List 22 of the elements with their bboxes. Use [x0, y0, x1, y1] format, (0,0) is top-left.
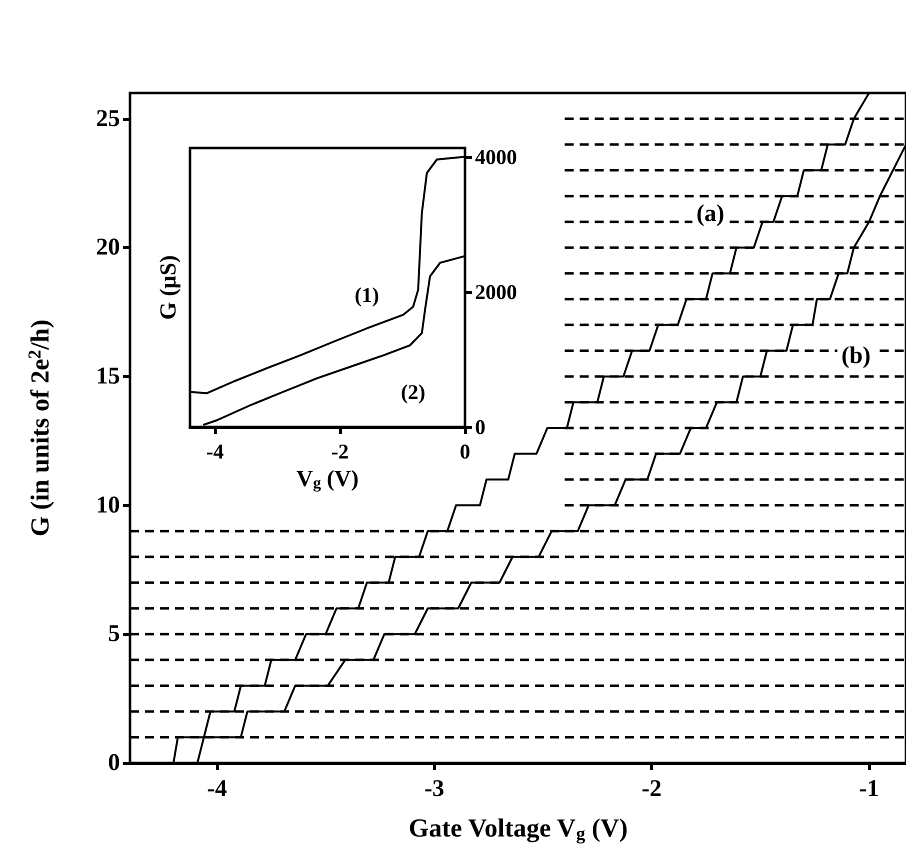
x-tick-label: -2	[331, 440, 349, 464]
y-tick-label: 25	[96, 106, 120, 132]
annotation: (1)	[354, 282, 380, 307]
x-tick-label: 0	[460, 440, 470, 464]
x-tick-label: -4	[206, 776, 227, 802]
x-tick-label: -3	[424, 776, 444, 802]
y-axis-title: G (μS)	[156, 255, 180, 320]
y-tick-label: 10	[96, 492, 120, 518]
x-tick-label: -4	[206, 440, 224, 464]
y-tick-label: 4000	[475, 144, 517, 169]
y-axis-title: G (in units of 2e2/h)	[24, 319, 55, 537]
x-tick-label: -2	[642, 776, 662, 802]
y-tick-label: 2000	[475, 280, 517, 304]
y-tick-label: 15	[96, 363, 120, 390]
y-tick-label: 5	[108, 621, 120, 648]
annotation: (b)	[841, 342, 871, 369]
annotation: (2)	[400, 380, 426, 404]
y-tick-label: 20	[96, 234, 120, 261]
annotation: (a)	[696, 201, 724, 228]
x-tick-label: -1	[859, 776, 880, 802]
y-tick-label: 0	[108, 750, 120, 776]
y-tick-label: 0	[475, 415, 486, 439]
